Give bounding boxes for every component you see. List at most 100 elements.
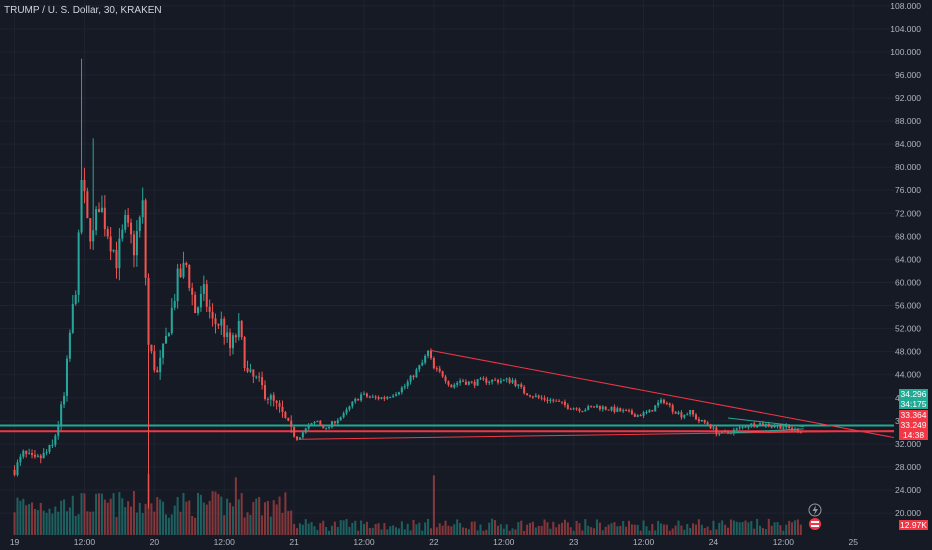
candle-body: [197, 307, 200, 314]
volume-bar: [298, 523, 301, 535]
volume-bar: [167, 517, 170, 535]
volume-bar: [517, 522, 520, 535]
candle-body: [156, 370, 159, 373]
candle-body: [741, 426, 744, 428]
candle-body: [770, 426, 773, 428]
candle-body: [188, 264, 191, 288]
lightning-icon[interactable]: [808, 503, 822, 517]
volume-bar: [799, 524, 802, 535]
volume-bar: [135, 512, 138, 535]
candle-body: [28, 453, 31, 455]
volume-bar: [208, 500, 211, 535]
volume-bar: [106, 502, 109, 535]
volume-bar: [718, 522, 721, 535]
volume-bar: [266, 500, 269, 535]
volume-bar: [508, 530, 511, 535]
price-badge-sublabel: 14:38: [903, 430, 925, 440]
price-tick-label: 80.000: [895, 162, 921, 172]
candle-body: [167, 333, 170, 337]
candle-body: [191, 287, 194, 295]
candle-body: [170, 307, 173, 334]
trendlines[interactable]: [299, 350, 895, 440]
volume-bar: [619, 525, 622, 535]
volume-bar: [231, 506, 234, 535]
volume-bar: [616, 526, 619, 535]
candle-body: [86, 191, 89, 219]
candle-body: [60, 404, 63, 425]
time-tick-label: 22: [429, 537, 439, 547]
volume-bar: [738, 522, 741, 535]
time-axis[interactable]: 19 12:00 20 12:00 21 12:00 22 12:00 23 12:00 24 12:…: [10, 537, 858, 547]
candle-body: [71, 303, 74, 333]
candle-body: [732, 429, 735, 434]
volume-bar: [520, 520, 523, 535]
candle-body: [328, 427, 331, 429]
candle-body: [584, 409, 587, 412]
candle-body: [92, 230, 95, 242]
volume-bar: [310, 522, 313, 535]
flag-icon[interactable]: [809, 518, 821, 530]
candle-body: [403, 386, 406, 388]
candle-body: [371, 396, 374, 398]
price-tick-label: 28.000: [895, 462, 921, 472]
candle-body: [284, 411, 287, 418]
volume-bar: [761, 528, 764, 535]
candle-body: [575, 408, 578, 410]
volume-bar: [435, 527, 438, 535]
candle-body: [395, 394, 398, 396]
volume-bar: [185, 501, 188, 535]
candle-body: [788, 425, 791, 428]
volume-bar: [531, 521, 534, 535]
volume-bar: [514, 529, 517, 535]
candle-body: [374, 396, 377, 398]
price-tick-label: 68.000: [895, 231, 921, 241]
candle-body: [756, 426, 759, 428]
candle-body: [485, 378, 488, 383]
candle-body: [211, 311, 214, 319]
volume-bar: [188, 500, 191, 535]
candle-body: [593, 406, 596, 408]
volume-bar: [97, 493, 101, 535]
candle-body: [613, 406, 616, 412]
volume-bar: [633, 524, 636, 535]
volume-bar: [121, 498, 124, 535]
volume-bar: [767, 518, 770, 535]
time-tick-label: 20: [150, 537, 160, 547]
volume-bar: [328, 530, 331, 535]
volume-bar: [389, 526, 392, 535]
volume-bar: [782, 530, 785, 535]
candle-body: [45, 451, 48, 453]
volume-bar: [642, 520, 645, 535]
volume-bar: [735, 521, 738, 535]
volume-bar: [502, 528, 505, 535]
volume-bar: [360, 520, 363, 535]
candle-body: [400, 387, 403, 393]
candle-body: [453, 384, 456, 388]
candle-body: [240, 320, 243, 338]
volume-bar: [764, 528, 767, 535]
candle-body: [63, 395, 66, 405]
volume-bar: [92, 511, 95, 535]
volume-bar: [590, 527, 593, 535]
price-badge: [899, 420, 928, 440]
price-tick-label: 48.000: [895, 347, 921, 357]
volume-bar: [563, 519, 566, 535]
volume-bar: [572, 530, 575, 535]
price-axis[interactable]: 20.00024.00028.00032.00036.00040.00044.0…: [890, 0, 932, 550]
candle-body: [674, 411, 677, 414]
volume-bar: [395, 527, 398, 535]
candle-body: [660, 399, 663, 403]
candle-body: [319, 420, 322, 425]
candle-body: [558, 400, 561, 402]
volume-bar: [400, 521, 403, 535]
candle-body: [692, 409, 695, 415]
volume-bar: [281, 512, 284, 535]
candle-body: [339, 417, 342, 421]
candle-body: [127, 214, 130, 223]
volume-bar: [272, 500, 275, 535]
price-badge: [899, 389, 928, 409]
candle-body: [22, 450, 25, 457]
volume-bar: [467, 529, 470, 535]
volume-bar: [214, 491, 217, 535]
